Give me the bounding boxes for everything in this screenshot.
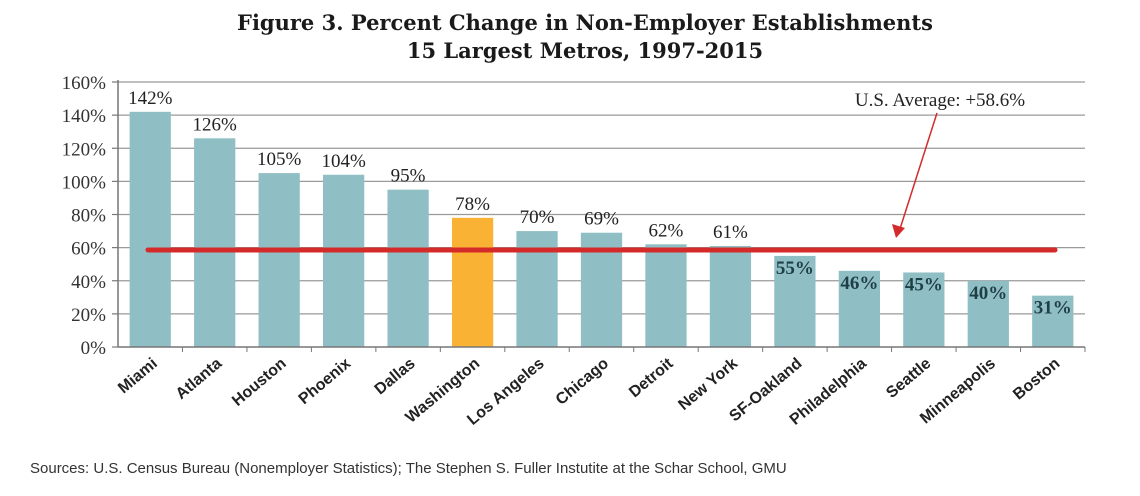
category-label: New York [675, 355, 741, 414]
data-label: 95% [391, 166, 426, 187]
category-label: Dallas [372, 355, 419, 398]
chart-title: Figure 3. Percent Change in Non-Employer… [237, 10, 933, 35]
category-label: Phoenix [296, 355, 355, 408]
source-note: Sources: U.S. Census Bureau (Nonemployer… [30, 460, 787, 477]
data-label: 105% [257, 149, 302, 170]
bar-detroit [645, 244, 687, 347]
data-label: 55% [776, 258, 814, 279]
bar-philadelphia [838, 270, 880, 347]
bar-atlanta [194, 138, 236, 347]
data-label: 45% [905, 274, 943, 295]
y-tick-label: 40% [71, 272, 106, 293]
bar-phoenix [323, 174, 365, 347]
y-tick-label: 140% [62, 106, 107, 127]
y-tick-label: 160% [62, 73, 107, 94]
data-label: 126% [193, 114, 238, 135]
bars [129, 111, 1074, 347]
data-label: 31% [1034, 298, 1072, 319]
bar-seattle [903, 272, 945, 347]
annotation-arrowhead [892, 224, 905, 238]
y-tick-label: 20% [71, 305, 106, 326]
bar-dallas [387, 189, 429, 347]
us-average-annotation: U.S. Average: +58.6% [855, 90, 1025, 111]
category-label: Seattle [883, 355, 934, 402]
y-tick-label: 60% [71, 239, 106, 260]
y-tick-label: 100% [62, 172, 107, 193]
axes [117, 80, 1086, 352]
data-label: 104% [321, 151, 366, 172]
bar-washington [451, 217, 494, 347]
bar-miami [129, 111, 171, 347]
category-label: Houston [229, 355, 290, 410]
annotation-arrow [898, 112, 938, 233]
category-label: Chicago [553, 355, 612, 409]
reference-line-group: U.S. Average: +58.6% [145, 90, 1058, 253]
data-label: 69% [584, 209, 619, 230]
data-label: 61% [713, 222, 748, 243]
data-label: 78% [455, 194, 490, 215]
data-labels: 142% 126% 105% 104% 95% 78% 70% 69% 62% 61% 55% 46%… [128, 88, 1072, 319]
data-label: 62% [649, 220, 684, 241]
y-tick-label: 0% [81, 338, 107, 359]
chart-subtitle: 15 Largest Metros, 1997-2015 [407, 38, 763, 63]
category-label: Detroit [626, 355, 677, 402]
y-axis-ticks: 0% 20% 40% 60% 80% 100% 120% 140% 160% [62, 73, 118, 359]
data-label: 46% [840, 273, 878, 294]
bar-sf-oakland [774, 255, 816, 347]
y-tick-label: 80% [71, 206, 106, 227]
category-label: Boston [1010, 355, 1063, 403]
bar-houston [258, 173, 300, 347]
x-axis-categories: Miami Atlanta Houston Phoenix DallasWashingt… [115, 355, 1063, 429]
category-label: Miami [115, 355, 161, 397]
category-label: Atlanta [173, 355, 226, 403]
data-label: 40% [969, 283, 1007, 304]
bar-new-york [709, 245, 752, 347]
bar-minneapolis [967, 280, 1009, 347]
data-label: 142% [128, 88, 173, 109]
data-label: 70% [520, 207, 555, 228]
y-tick-label: 120% [62, 139, 107, 160]
bar-boston [1032, 295, 1074, 347]
